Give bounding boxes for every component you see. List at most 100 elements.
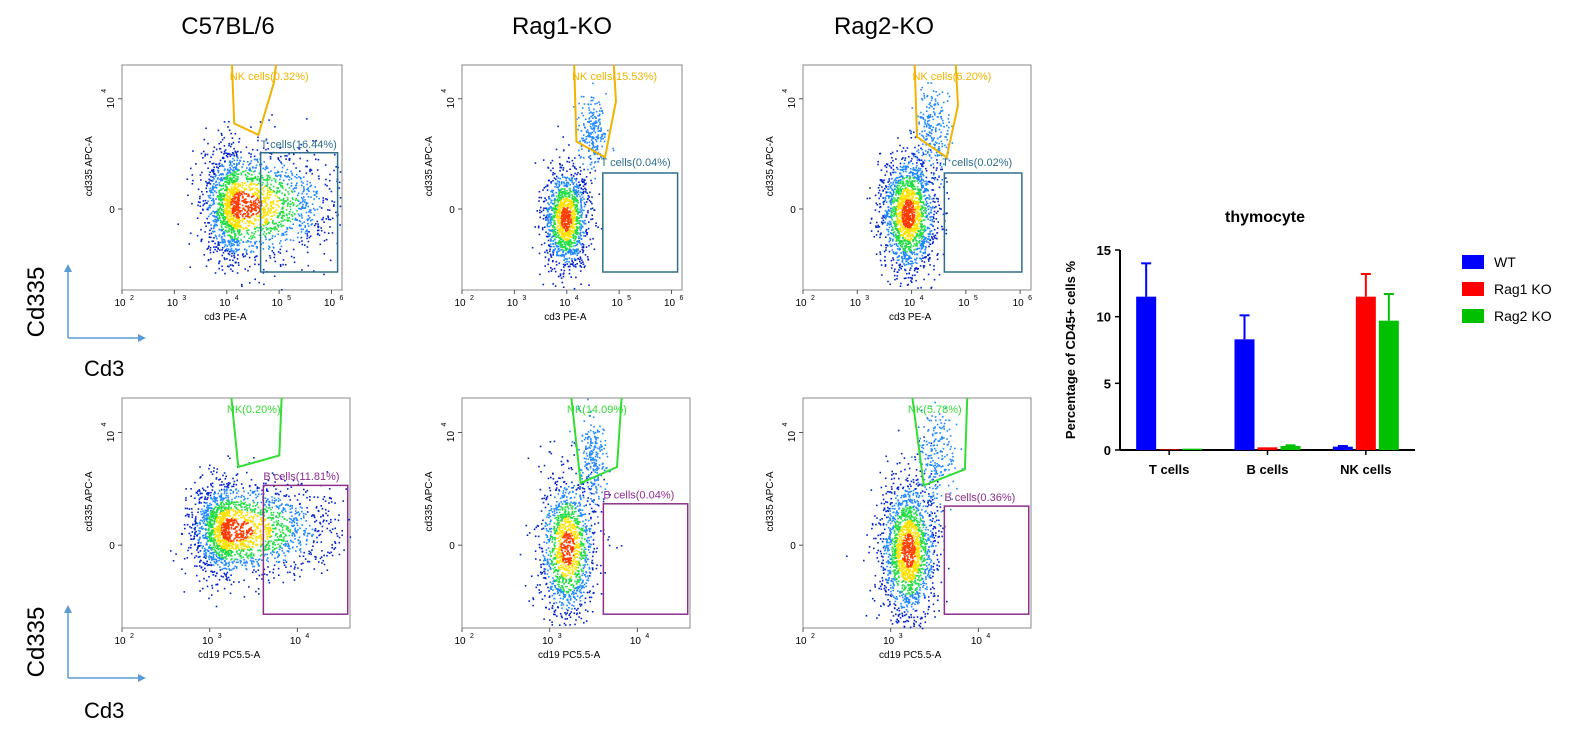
event-dot	[221, 177, 223, 179]
event-dot	[233, 148, 235, 150]
event-dot	[541, 197, 543, 199]
event-dot	[240, 157, 242, 159]
event-dot	[234, 187, 236, 189]
event-dot	[224, 223, 226, 225]
event-dot	[562, 192, 564, 194]
event-dot	[223, 233, 225, 235]
event-dot	[228, 244, 230, 246]
event-dot	[559, 213, 561, 215]
event-dot	[333, 170, 335, 172]
event-dot	[234, 253, 236, 255]
event-dot	[229, 242, 231, 244]
event-dot	[255, 188, 257, 190]
event-dot	[543, 218, 545, 220]
event-dot	[573, 249, 575, 251]
event-dot	[269, 239, 271, 241]
event-dot	[317, 223, 319, 225]
event-dot	[556, 264, 558, 266]
event-dot	[933, 216, 935, 218]
event-dot	[192, 150, 194, 152]
event-dot	[560, 195, 562, 197]
event-dot	[914, 147, 916, 149]
event-dot	[562, 252, 564, 254]
event-dot	[591, 100, 593, 102]
event-dot	[302, 244, 304, 246]
event-dot	[584, 202, 586, 204]
event-dot	[928, 213, 930, 215]
event-dot	[239, 204, 241, 206]
event-dot	[574, 191, 576, 193]
event-dot	[274, 236, 276, 238]
event-dot	[324, 253, 326, 255]
event-dot	[899, 183, 901, 185]
event-dot	[253, 223, 255, 225]
event-dot	[921, 179, 923, 181]
event-dot	[267, 219, 269, 221]
event-dot	[330, 219, 332, 221]
event-dot	[258, 201, 260, 203]
event-dot	[258, 264, 260, 266]
event-dot	[896, 278, 898, 280]
event-dot	[243, 200, 245, 202]
event-dot	[267, 190, 269, 192]
event-dot	[572, 219, 574, 221]
event-dot	[595, 170, 597, 172]
event-dot	[223, 219, 225, 221]
event-dot	[204, 231, 206, 233]
event-dot	[270, 184, 272, 186]
event-dot	[226, 258, 228, 260]
event-dot	[201, 153, 203, 155]
event-dot	[562, 230, 564, 232]
event-dot	[281, 192, 283, 194]
event-dot	[555, 271, 557, 273]
event-dot	[199, 196, 201, 198]
x-tick-label-base: 10	[324, 298, 336, 309]
event-dot	[556, 209, 558, 211]
event-dot	[558, 190, 560, 192]
event-dot	[263, 207, 265, 209]
event-dot	[274, 254, 276, 256]
event-dot	[255, 178, 257, 180]
event-dot	[228, 203, 230, 205]
event-dot	[563, 286, 565, 288]
event-dot	[237, 213, 239, 215]
event-dot	[224, 235, 226, 237]
event-dot	[550, 267, 552, 269]
event-dot	[931, 236, 933, 238]
event-dot	[216, 238, 218, 240]
event-dot	[921, 198, 923, 200]
event-dot	[246, 251, 248, 253]
event-dot	[289, 203, 291, 205]
event-dot	[585, 230, 587, 232]
event-dot	[274, 257, 276, 259]
event-dot	[535, 162, 537, 164]
event-dot	[263, 197, 265, 199]
event-dot	[270, 170, 272, 172]
event-dot	[218, 172, 220, 174]
event-dot	[231, 204, 233, 206]
event-dot	[542, 229, 544, 231]
event-dot	[574, 209, 576, 211]
event-dot	[581, 192, 583, 194]
event-dot	[581, 243, 583, 245]
event-dot	[278, 222, 280, 224]
event-dot	[229, 251, 231, 253]
event-dot	[218, 170, 220, 172]
event-dot	[234, 184, 236, 186]
event-dot	[248, 153, 250, 155]
event-dot	[308, 206, 310, 208]
event-dot	[893, 221, 895, 223]
event-dot	[235, 167, 237, 169]
event-dot	[287, 205, 289, 207]
event-dot	[225, 226, 227, 228]
event-dot	[296, 177, 298, 179]
event-dot	[265, 206, 267, 208]
event-dot	[889, 165, 891, 167]
event-dot	[251, 223, 253, 225]
event-dot	[231, 199, 233, 201]
event-dot	[224, 189, 226, 191]
event-dot	[230, 243, 232, 245]
event-dot	[266, 175, 268, 177]
event-dot	[213, 173, 215, 175]
event-dot	[272, 250, 274, 252]
